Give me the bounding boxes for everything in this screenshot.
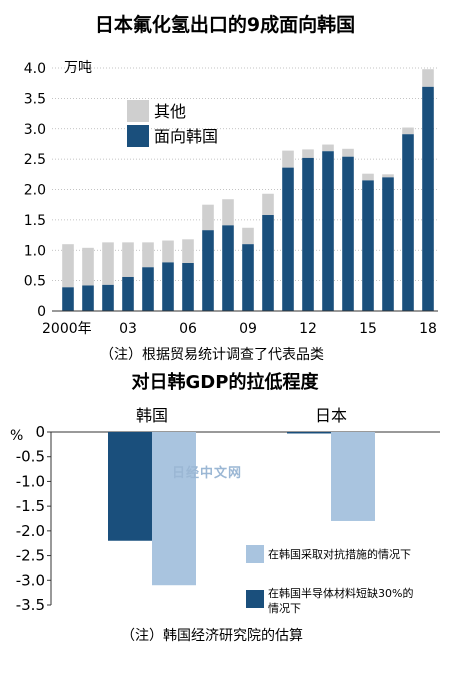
chart2-y-tick-labels: 0 -0.5 -1.0 -1.5 -2.0 -2.5 -3.0 -3.5 [16, 423, 45, 614]
chart1-bar-other [242, 227, 254, 245]
chart2-bars [108, 432, 375, 586]
chart1-bar-korea [62, 287, 74, 311]
chart1-bar-korea [162, 262, 174, 311]
chart1-bar-other [62, 244, 74, 288]
chart1-bar-korea [382, 177, 394, 311]
chart1-bar-korea [182, 263, 194, 311]
legend-swatch-other [127, 100, 149, 122]
legend-label-other: 其他 [154, 102, 186, 121]
chart1-bar-korea [102, 284, 114, 311]
chart1-x-tick-label: 12 [299, 321, 317, 337]
chart2-note: （注）韩国经济研究院的估算 [121, 628, 303, 644]
chart2-y-tick-label: -0.5 [16, 448, 45, 466]
chart1-bar-korea [202, 230, 214, 311]
chart1-bar-other [102, 242, 114, 285]
chart2-bar-shortage [287, 432, 331, 434]
chart1-bar-other [222, 199, 234, 226]
chart2-bar-shortage [108, 432, 152, 541]
chart1-unit-label: 万吨 [64, 60, 92, 76]
chart1-bar-other [262, 193, 274, 216]
chart2-y-tick-label: -3.0 [16, 571, 45, 589]
chart1-y-tick-label: 2.0 [24, 183, 46, 199]
chart2-axes [47, 431, 440, 606]
chart1-note: （注）根据贸易统计调查了代表品类 [100, 347, 324, 363]
chart1-x-tick-labels: 2000年 03 06 09 12 15 18 [42, 321, 437, 337]
chart1-bar-other [282, 150, 294, 168]
chart2-bar-countermeasure [152, 432, 196, 586]
chart1-bar-other [122, 242, 134, 277]
chart1-bar-other [362, 173, 374, 181]
chart1-bar-other [422, 69, 434, 87]
chart2-y-tick-label: -3.5 [16, 596, 45, 614]
chart2-y-tick-label: -1.5 [16, 497, 45, 515]
chart1-bar-korea [282, 167, 294, 311]
chart2-y-tick-label: -2.5 [16, 547, 45, 565]
legend-label-shortage: 在韩国半导体材料短缺30%的情况下 [268, 586, 413, 615]
chart2-unit-label: % [10, 428, 23, 444]
legend-label-countermeasure: 在韩国采取对抗措施的情况下 [268, 547, 411, 561]
chart1-x-tick-label: 2000年 [42, 321, 92, 337]
chart1-x-tick-label: 15 [359, 321, 377, 337]
chart2-y-tick-label: -2.0 [16, 522, 45, 540]
chart1-bar-other [342, 148, 354, 157]
chart1-y-tick-label: 3.5 [24, 91, 46, 107]
chart1-bar-korea [262, 215, 274, 311]
chart1-bar-korea [362, 180, 374, 311]
chart1-bar-korea [422, 86, 434, 312]
chart2-category-label: 韩国 [136, 406, 168, 425]
chart2-category-label: 日本 [315, 406, 347, 425]
chart1-bar-korea [222, 225, 234, 311]
chart1-y-tick-label: 0.5 [24, 274, 46, 290]
chart1-bar-korea [402, 134, 414, 311]
chart1-bars [62, 69, 434, 312]
chart1-x-tick-label: 06 [179, 321, 197, 337]
chart1-x-tick-label: 18 [419, 321, 437, 337]
chart1-bar-other [402, 127, 414, 135]
chart1-bar-korea [342, 156, 354, 311]
chart2-bar-countermeasure [331, 432, 375, 521]
chart1-y-tick-label: 2.5 [24, 152, 46, 168]
legend-label-korea: 面向韩国 [154, 127, 218, 146]
watermark-logo: 日经中文网 [172, 466, 243, 481]
chart2-y-tick-label: 0 [35, 423, 45, 441]
chart1-bar-korea [142, 267, 154, 311]
chart1-title: 日本氟化氢出口的9成面向韩国 [95, 13, 355, 36]
chart1-bar-other [322, 144, 334, 152]
chart1-y-tick-label: 0 [37, 304, 46, 320]
chart1-bar-other [162, 240, 174, 263]
chart1-bar-other [82, 247, 94, 286]
chart1-bar-other [142, 242, 154, 268]
chart1-x-tick-label: 03 [119, 321, 137, 337]
chart1-x-tick-label: 09 [239, 321, 257, 337]
chart2-y-tick-label: -1.0 [16, 472, 45, 490]
chart1-bar-korea [122, 276, 134, 311]
legend-swatch-korea [127, 125, 149, 147]
chart1-bar-other [382, 174, 394, 178]
chart1-y-tick-label: 1.5 [24, 213, 46, 229]
chart1-y-tick-label: 4.0 [24, 61, 46, 77]
chart1-y-tick-labels: 4.0 3.5 3.0 2.5 2.0 1.5 1.0 0.5 0 [24, 61, 46, 320]
chart2-title: 对日韩GDP的拉低程度 [132, 371, 320, 393]
chart1-bar-other [202, 204, 214, 231]
chart1-bar-korea [82, 285, 94, 311]
chart1-y-tick-label: 3.0 [24, 122, 46, 138]
chart1-bar-other [182, 239, 194, 264]
chart1-bar-other [302, 149, 314, 158]
chart2-category-labels: 韩国 日本 [136, 406, 347, 425]
legend-swatch-shortage [246, 590, 264, 608]
chart1-bar-korea [322, 151, 334, 311]
legend-swatch-countermeasure [246, 545, 264, 563]
chart1-bar-korea [302, 157, 314, 311]
chart1-bar-korea [242, 244, 254, 311]
chart1-y-tick-label: 1.0 [24, 243, 46, 259]
